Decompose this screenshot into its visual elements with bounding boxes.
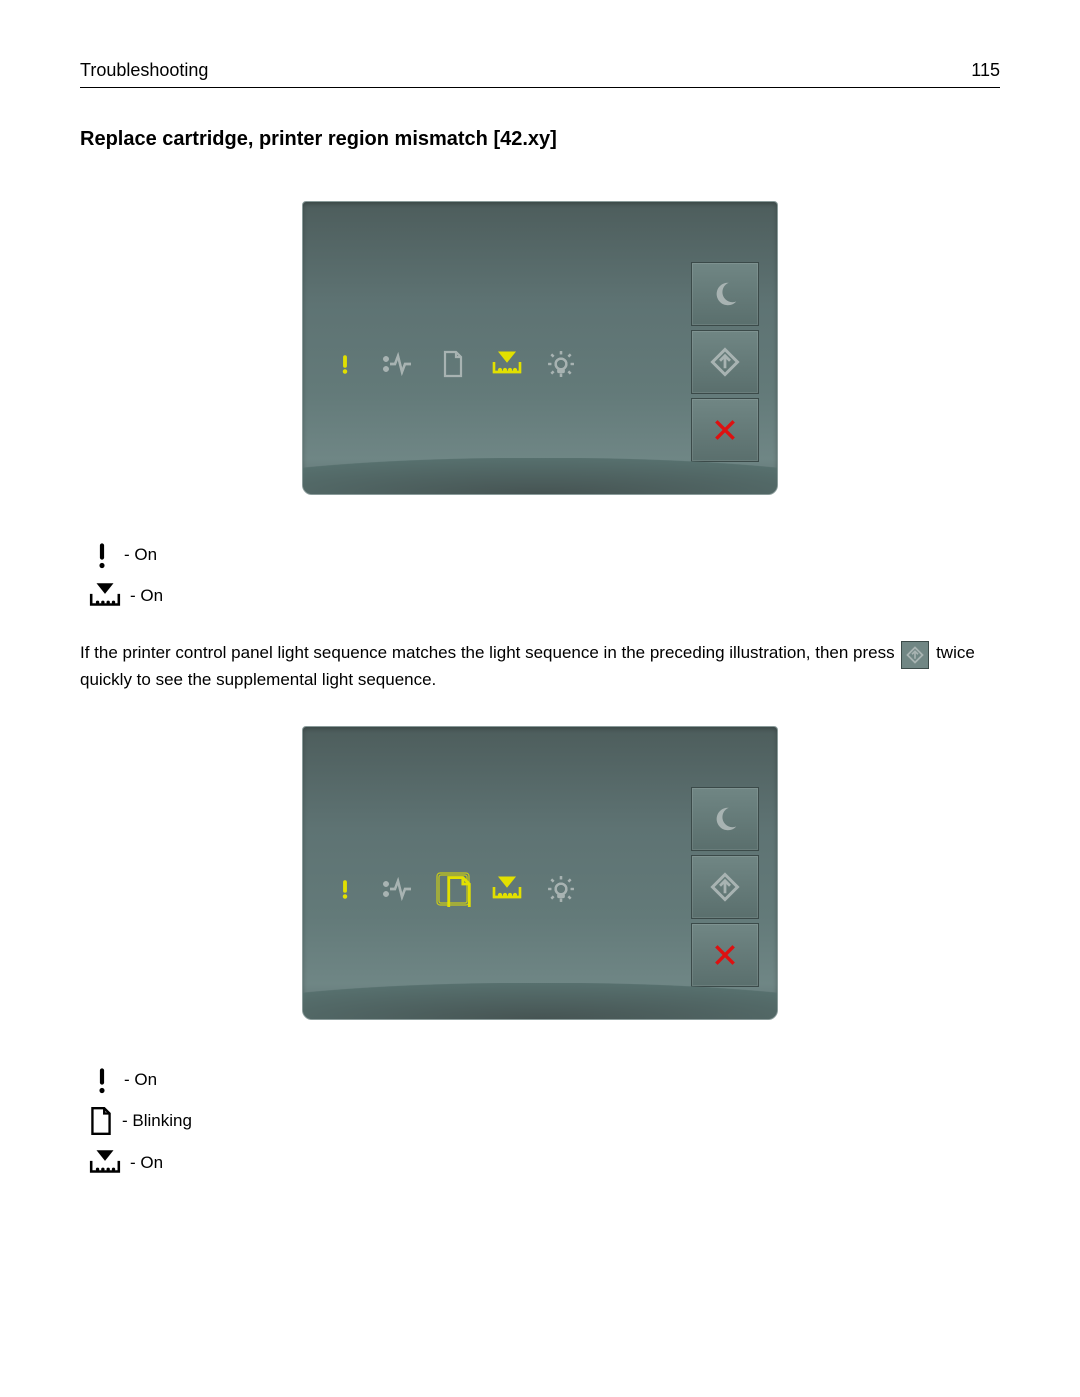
sleep-button[interactable] <box>691 787 759 851</box>
legend-jam: - On <box>88 1148 1000 1178</box>
sleep-button[interactable] <box>691 262 759 326</box>
button-column <box>691 262 757 466</box>
legend-paper: - Blinking <box>88 1106 1000 1136</box>
printer-panel <box>302 201 778 495</box>
go-button[interactable] <box>691 855 759 919</box>
go-button-inline-icon <box>901 641 929 669</box>
legend-exclaim: - On <box>88 541 1000 569</box>
light-row <box>327 346 579 382</box>
printer-panel <box>302 726 778 1020</box>
ready-light-off <box>543 871 579 907</box>
ready-light-off <box>543 346 579 382</box>
legend-jam-text: - On <box>130 586 163 606</box>
page-title: Replace cartridge, printer region mismat… <box>80 128 1000 151</box>
panel-illustration-2 <box>80 726 1000 1020</box>
legend-exclaim-text: - On <box>124 1070 157 1090</box>
cancel-button[interactable] <box>691 923 759 987</box>
document-page: Troubleshooting 115 Replace cartridge, p… <box>0 0 1080 1248</box>
data-light-off <box>381 871 417 907</box>
paper-light-off <box>435 346 471 382</box>
legend-jam-text: - On <box>130 1153 163 1173</box>
data-light-off <box>381 346 417 382</box>
legend-jam: - On <box>88 581 1000 611</box>
exclaim-light-on <box>327 871 363 907</box>
instruction-paragraph: If the printer control panel light seque… <box>80 641 1000 692</box>
section-name: Troubleshooting <box>80 60 208 81</box>
legend-1: - On - On <box>88 541 1000 611</box>
cancel-button[interactable] <box>691 398 759 462</box>
page-number: 115 <box>971 60 1000 81</box>
legend-paper-text: - Blinking <box>122 1111 192 1131</box>
exclaim-light-on <box>327 346 363 382</box>
paper-light-blinking <box>435 871 471 907</box>
button-column <box>691 787 757 991</box>
running-head: Troubleshooting 115 <box>80 60 1000 88</box>
legend-exclaim: - On <box>88 1066 1000 1094</box>
jam-light-on <box>489 346 525 382</box>
legend-2: - On - Blinking - On <box>88 1066 1000 1178</box>
light-row <box>327 871 579 907</box>
jam-light-on <box>489 871 525 907</box>
go-button[interactable] <box>691 330 759 394</box>
legend-exclaim-text: - On <box>124 545 157 565</box>
panel-illustration-1 <box>80 201 1000 495</box>
instruction-pre: If the printer control panel light seque… <box>80 643 899 662</box>
